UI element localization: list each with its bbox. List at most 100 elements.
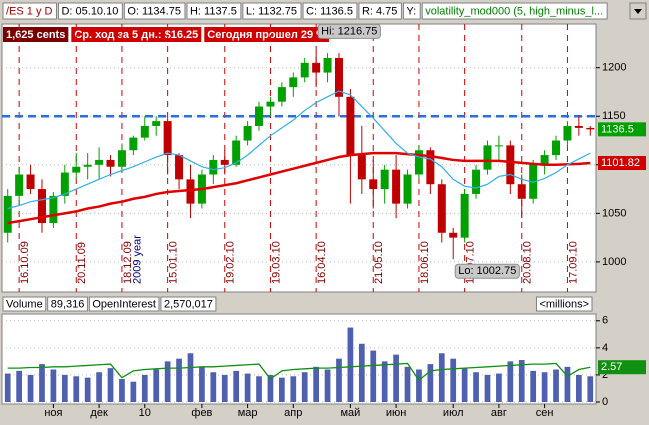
volume-bar <box>199 366 205 402</box>
candle-body <box>129 137 138 151</box>
volume-bar <box>587 376 594 402</box>
volume-bar <box>210 372 217 402</box>
candle-body <box>220 159 229 165</box>
annotation-box <box>317 23 381 39</box>
y-tick-label: 4 <box>602 342 608 354</box>
x-tick-label: ноя <box>44 407 62 419</box>
price-panel <box>1 23 597 293</box>
x-tick-label: фев <box>191 407 212 419</box>
header-box <box>2 2 57 20</box>
annotation-label: Lo: 1002.75 <box>458 265 516 277</box>
volume-bar <box>564 366 571 402</box>
header-box <box>302 2 358 20</box>
volume-bar <box>438 353 445 402</box>
date-label: 15.01.10 <box>168 241 180 284</box>
last-value-box <box>598 122 646 137</box>
oi-value-label: 2.57 <box>601 361 622 373</box>
x-tick-label: май <box>340 407 360 419</box>
candle-body <box>209 159 218 175</box>
volume-bar <box>313 366 319 402</box>
candle-body <box>426 150 435 185</box>
x-tick-label: авг <box>491 407 507 419</box>
candle-body <box>243 125 252 141</box>
header-box <box>57 2 123 20</box>
volume-bar <box>541 372 548 402</box>
candle-body <box>26 174 35 190</box>
candle-body <box>83 164 92 167</box>
header-field: Y: <box>406 5 416 17</box>
volume-bar <box>221 374 228 402</box>
date-label: 18.12.09 <box>122 241 134 284</box>
volume-bar <box>233 370 240 402</box>
date-label: 18.06.10 <box>419 241 431 284</box>
volume-bar <box>130 381 137 402</box>
volume-bar <box>553 369 559 402</box>
candle-body <box>106 159 115 167</box>
date-label: 17.09.10 <box>567 241 579 284</box>
y-tick-label: 1050 <box>602 207 626 219</box>
y-tick-label: 6 <box>602 315 608 327</box>
date-label: 21.05.10 <box>373 241 385 284</box>
volume-header-box <box>47 296 88 312</box>
candle-body <box>460 193 469 238</box>
header-field: D: 05.10.10 <box>61 5 118 17</box>
volume-bar <box>301 372 308 402</box>
volume-bar <box>496 373 502 402</box>
candle-body <box>289 77 298 88</box>
annotation-box <box>454 263 520 279</box>
volume-bar <box>244 373 251 402</box>
volume-header: 2,570,017 <box>164 298 213 310</box>
oi-value-box <box>598 360 646 375</box>
volume-header-box <box>2 296 47 312</box>
volume-bar <box>358 343 365 402</box>
y-tick-label: 1000 <box>602 256 626 268</box>
candle-body <box>163 121 172 156</box>
moving-average <box>7 90 591 210</box>
candle-body <box>323 57 332 73</box>
x-tick-label: апр <box>284 407 302 419</box>
date-label: 20.11.09 <box>76 242 88 284</box>
volume-bar <box>96 372 102 402</box>
y-tick-label: 2 <box>602 369 608 381</box>
info-text: 1,625 cents <box>6 29 65 41</box>
y-tick-label: 1200 <box>602 62 626 74</box>
candle-body <box>186 179 195 204</box>
volume-bar <box>176 358 182 402</box>
open-interest-line <box>7 362 591 382</box>
volume-bar <box>256 376 262 402</box>
x-tick-label: сен <box>536 407 554 419</box>
date-label: 20.08.10 <box>522 241 534 284</box>
candle-body <box>300 62 309 78</box>
header-box <box>358 2 402 20</box>
volume-bar <box>347 327 354 402</box>
info-text: Ср. ход за 5 дн.: $16.25 <box>74 29 198 41</box>
header-box <box>242 2 302 20</box>
volume-header: <millions> <box>539 298 589 310</box>
volume-bar <box>279 377 285 402</box>
volume-bar <box>381 361 388 402</box>
candle-body <box>563 125 572 141</box>
candle-body <box>392 169 401 204</box>
header-box <box>421 2 608 20</box>
candle-body <box>369 179 378 190</box>
candle-body <box>357 155 366 180</box>
volume-bar <box>473 372 479 402</box>
candle-body <box>517 184 526 199</box>
last-value-label: 1136.5 <box>601 123 634 135</box>
volume-bar <box>119 378 125 402</box>
candle-body <box>255 106 264 126</box>
volume-bar <box>404 366 411 402</box>
date-label: 19.03.10 <box>270 241 282 284</box>
volume-bar <box>530 370 537 402</box>
candle-body <box>540 155 549 165</box>
candle-body <box>72 166 81 173</box>
x-tick-label: июл <box>443 407 464 419</box>
volume-header: OpenInterest <box>92 298 156 310</box>
volume-header: 89,316 <box>51 298 85 310</box>
volume-header-box <box>88 296 160 312</box>
volume-bar <box>61 374 68 402</box>
volume-bar <box>50 369 57 402</box>
volume-bar <box>141 374 148 402</box>
